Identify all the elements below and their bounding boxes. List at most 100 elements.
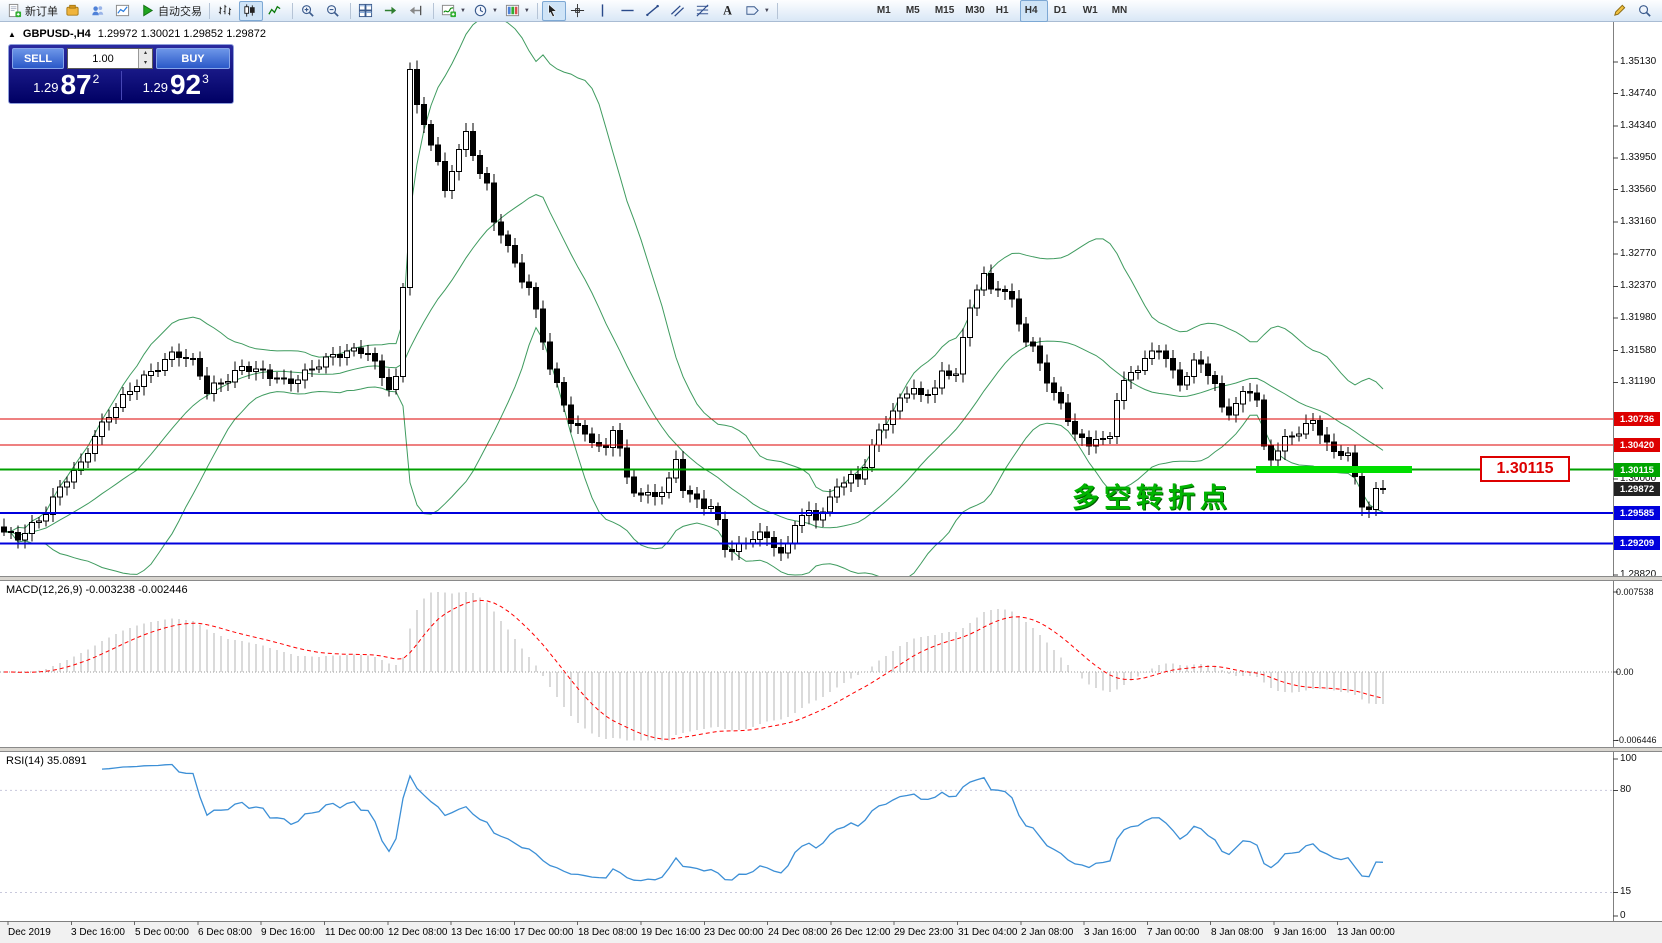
zoom-in-icon bbox=[300, 3, 315, 18]
time-axis-label: 26 Dec 12:00 bbox=[831, 927, 891, 938]
bars-icon bbox=[217, 3, 232, 18]
tf-m5[interactable]: M5 bbox=[905, 5, 920, 16]
chart-annotation-text[interactable]: 多空转折点 bbox=[1072, 483, 1232, 513]
volume-increase-button[interactable]: ▴ bbox=[139, 49, 152, 59]
price-axis-label: 1.34340 bbox=[1620, 120, 1657, 131]
pencil-button[interactable] bbox=[1609, 1, 1633, 21]
price-level-box: 1.29872 bbox=[1614, 482, 1660, 496]
cursor-button[interactable] bbox=[541, 0, 566, 21]
bars-button[interactable] bbox=[214, 1, 238, 21]
chevron-down-icon: ▼ bbox=[460, 7, 466, 14]
rsi-axis-label: 80 bbox=[1620, 784, 1632, 795]
price-axis-label: 1.33950 bbox=[1620, 152, 1657, 163]
toolbar: 新订单 自动交易 ▼ ▼ ▼ A ▼ M1 M5 M15 M30 H1 H4 D1 W1 MN bbox=[0, 0, 1662, 22]
volume-field[interactable]: ▴ ▾ bbox=[67, 48, 153, 69]
toolbar-separator bbox=[209, 2, 210, 19]
panel-splitter[interactable] bbox=[0, 576, 1662, 581]
price-axis[interactable]: 1.35130 1.34740 1.34340 1.33950 1.33560 1.331… bbox=[1613, 22, 1662, 580]
line-chart-button[interactable] bbox=[264, 1, 288, 21]
time-axis-label: 12 Dec 08:00 bbox=[388, 927, 448, 938]
time-axis-label: 5 Dec 00:00 bbox=[135, 927, 189, 938]
tf-m1[interactable]: M1 bbox=[876, 5, 891, 16]
tf-h4[interactable]: H4 bbox=[1019, 0, 1048, 22]
price-level-tag[interactable]: 1.30115 bbox=[1480, 456, 1570, 482]
crosshair-icon bbox=[570, 3, 585, 18]
price-axis-label: 1.34740 bbox=[1620, 88, 1657, 99]
arrows-button[interactable]: ▼ bbox=[742, 1, 773, 21]
new-order-icon bbox=[7, 3, 22, 18]
tf-mn[interactable]: MN bbox=[1111, 5, 1128, 16]
sell-button[interactable]: SELL bbox=[12, 48, 64, 69]
indicators-icon bbox=[441, 3, 456, 18]
magnifier-button[interactable] bbox=[1634, 1, 1658, 21]
time-axis-label: 9 Jan 16:00 bbox=[1274, 927, 1327, 938]
terminal-button[interactable] bbox=[112, 1, 136, 21]
chart-shift-icon bbox=[408, 3, 423, 18]
rsi-axis[interactable]: 100 80 15 0 bbox=[1613, 752, 1662, 921]
autotrading-icon bbox=[140, 3, 155, 18]
time-axis[interactable]: Dec 2019 3 Dec 16:00 5 Dec 00:00 6 Dec 08:0… bbox=[0, 921, 1662, 943]
buy-button[interactable]: BUY bbox=[156, 48, 230, 69]
zoom-out-button[interactable] bbox=[322, 1, 346, 21]
tf-m30[interactable]: M30 bbox=[965, 5, 985, 16]
macd-axis[interactable]: 0.007538 0.00 -0.006446 bbox=[1613, 581, 1662, 747]
candles-button[interactable] bbox=[239, 0, 263, 21]
chart-ohlc-header: ▲ GBPUSD-,H4 1.29972 1.30021 1.29852 1.2… bbox=[8, 28, 266, 40]
autotrading-button[interactable]: 自动交易 bbox=[137, 1, 205, 21]
tf-d1[interactable]: D1 bbox=[1053, 5, 1067, 16]
toolbar-separator bbox=[292, 2, 293, 19]
time-axis-label: 29 Dec 23:00 bbox=[894, 927, 954, 938]
vline-button[interactable] bbox=[592, 1, 616, 21]
ask-price-big: 92 bbox=[169, 69, 202, 100]
price-axis-label: 1.33560 bbox=[1620, 184, 1657, 195]
crosshair-button[interactable] bbox=[567, 1, 591, 21]
hline-icon bbox=[620, 3, 635, 18]
indicators-button[interactable]: ▼ bbox=[438, 1, 469, 21]
svg-text:A: A bbox=[723, 4, 732, 18]
trendline-icon bbox=[645, 3, 660, 18]
cursor-icon bbox=[545, 3, 560, 18]
bid-price-sup: 2 bbox=[92, 72, 100, 86]
price-axis-label: 1.31980 bbox=[1620, 312, 1657, 323]
market-watch-button[interactable] bbox=[87, 1, 111, 21]
tf-m15[interactable]: M15 bbox=[934, 5, 955, 16]
zoom-in-button[interactable] bbox=[297, 1, 321, 21]
chevron-down-icon: ▼ bbox=[491, 7, 498, 14]
channel-button[interactable] bbox=[667, 1, 691, 21]
volume-input[interactable] bbox=[68, 49, 138, 68]
trendline-button[interactable] bbox=[642, 1, 666, 21]
hline-button[interactable] bbox=[617, 1, 641, 21]
ask-price-sup: 3 bbox=[202, 72, 209, 86]
price-level-box: 1.29209 bbox=[1614, 536, 1660, 550]
toolbar-separator bbox=[350, 2, 351, 19]
text-button[interactable]: A bbox=[717, 1, 741, 21]
time-axis-label: 3 Jan 16:00 bbox=[1084, 927, 1137, 938]
symbol-marker-icon: ▲ bbox=[8, 29, 16, 39]
volume-decrease-button[interactable]: ▾ bbox=[139, 58, 152, 68]
templates-button[interactable]: ▼ bbox=[502, 1, 533, 21]
fibo-button[interactable] bbox=[692, 1, 716, 21]
new-order-button[interactable]: 新订单 bbox=[4, 1, 61, 21]
macd-indicator-label: MACD(12,26,9) -0.003238 -0.002446 bbox=[6, 584, 188, 596]
price-level-box: 1.29585 bbox=[1614, 506, 1660, 520]
price-axis-label: 1.32770 bbox=[1620, 248, 1657, 259]
tf-h1[interactable]: H1 bbox=[995, 5, 1009, 16]
tf-w1[interactable]: W1 bbox=[1082, 5, 1098, 16]
toolbar-separator bbox=[433, 2, 434, 19]
panel-splitter[interactable] bbox=[0, 747, 1662, 752]
bid-price: 1.29 87 2 bbox=[12, 71, 121, 100]
zoom-out-icon bbox=[325, 3, 340, 18]
auto-scroll-button[interactable] bbox=[380, 1, 404, 21]
metaeditor-button[interactable] bbox=[62, 1, 86, 21]
market-watch-icon bbox=[90, 3, 105, 18]
terminal-icon bbox=[115, 3, 130, 18]
tile-windows-icon bbox=[358, 3, 373, 18]
tile-windows-button[interactable] bbox=[355, 1, 379, 21]
volume-stepper[interactable]: ▴ ▾ bbox=[138, 49, 152, 68]
chart-shift-button[interactable] bbox=[405, 1, 429, 21]
periods-button[interactable]: ▼ bbox=[470, 1, 501, 21]
price-axis-label: 1.28820 bbox=[1620, 569, 1657, 580]
